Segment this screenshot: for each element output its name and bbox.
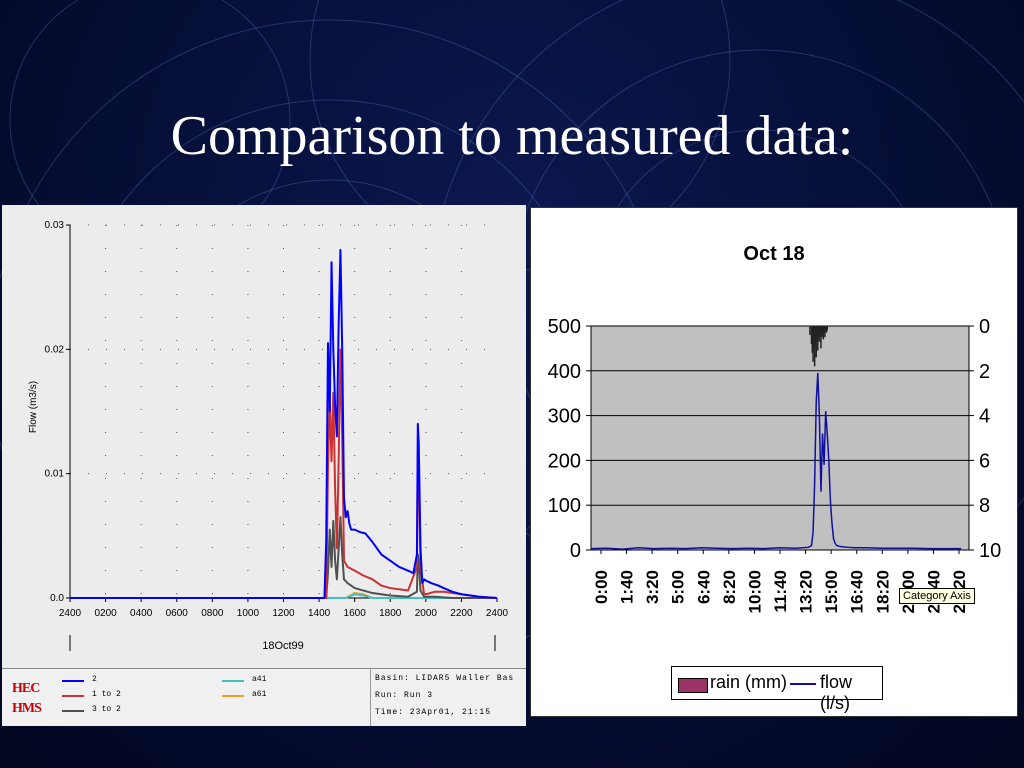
- excel-x-tick-label: 10:00: [745, 570, 764, 613]
- excel-y2-tick-label: 2: [979, 361, 990, 383]
- excel-chart: Oct 18 500 400 300 200 100 0 0 2 4 6 8 10 0:00 1:40 3:…: [548, 243, 1002, 613]
- time-text: Time: 23Apr01, 21:15: [375, 708, 492, 717]
- hec-x-tick-label: 2200: [450, 608, 473, 619]
- excel-chart-panel: Oct 18 500 400 300 200 100 0 0 2 4 6 8 10 0:00 1:40 3:…: [530, 207, 1018, 717]
- hec-x-tick-label: 1200: [272, 608, 295, 619]
- hec-x-tick-label: 1400: [308, 608, 331, 619]
- excel-x-tick-label: 15:00: [822, 570, 841, 613]
- excel-y-tick-label: 500: [548, 316, 581, 338]
- excel-y2-tick-label: 0: [979, 316, 990, 338]
- legend-label-3to2: 3 to 2: [92, 705, 121, 714]
- excel-y2-tick-label: 6: [979, 450, 990, 472]
- hec-hms-chart: 0.03 0.02 0.01 0.0 2400 0200 0400 0600 0800 1000 1…: [28, 220, 509, 652]
- excel-x-tick-label: 18:20: [873, 570, 892, 613]
- hec-x-tick-label: 1800: [379, 608, 402, 619]
- excel-y2-tick-label: 10: [979, 540, 1001, 562]
- hec-x-tick-label: 2400: [59, 608, 82, 619]
- excel-legend: rain (mm) flow (l/s): [671, 666, 883, 713]
- legend-label-a61: a61: [252, 690, 267, 699]
- excel-plot-area: [590, 325, 970, 551]
- run-text: Run: Run 3: [375, 691, 434, 700]
- hec-y-tick-label: 0.0: [50, 593, 64, 604]
- hec-series-1-to-2: [70, 348, 498, 599]
- hec-y-tick-label: 0.01: [45, 469, 65, 480]
- excel-y-tick-label: 200: [548, 450, 581, 472]
- flow-line: [590, 372, 962, 550]
- legend-rain-label: rain (mm): [710, 672, 787, 692]
- legend-label-1to2: 1 to 2: [92, 690, 121, 699]
- excel-x-tick-label: 16:40: [848, 570, 867, 613]
- hec-x-tick-label: 1000: [237, 608, 260, 619]
- excel-y2-tick-label: 8: [979, 495, 990, 517]
- hec-x-tick-label: 2400: [486, 608, 509, 619]
- hec-y-axis-label: Flow (m3/s): [28, 381, 39, 433]
- hec-x-tick-label: 0800: [201, 608, 224, 619]
- excel-x-tick-label: 1:40: [618, 570, 637, 604]
- hec-series-2: [70, 248, 498, 599]
- hec-x-tick-label: 2000: [415, 608, 438, 619]
- hec-y-tick-label: 0.03: [45, 220, 65, 231]
- excel-y2-tick-label: 4: [979, 406, 990, 428]
- hec-x-tick-label: 0200: [94, 608, 117, 619]
- excel-y-tick-label: 100: [548, 495, 581, 517]
- excel-y-tick-label: 0: [570, 540, 581, 562]
- legend-swatch-2: [62, 680, 84, 682]
- slide-title: Comparison to measured data:: [170, 105, 854, 167]
- category-axis-tooltip: Category Axis: [899, 588, 975, 604]
- excel-x-tick-label: 11:40: [771, 570, 790, 613]
- legend-swatch-3to2: [62, 710, 84, 712]
- excel-x-tick-label: 8:20: [720, 570, 739, 604]
- legend-flow-label: flow (l/s): [820, 672, 853, 713]
- excel-chart-title: Oct 18: [743, 243, 804, 265]
- basin-text: Basin: LIDAR5 Waller Bas: [375, 674, 515, 683]
- excel-x-tick-label: 3:20: [643, 570, 662, 604]
- legend-label-2: 2: [92, 675, 97, 684]
- hec-hms-chart-panel: 0.03 0.02 0.01 0.0 2400 0200 0400 0600 0800 1000 1…: [2, 205, 526, 726]
- legend-swatch-a41: [222, 680, 244, 682]
- run-info: Basin: LIDAR5 Waller Bas Run: Run 3 Time…: [370, 669, 527, 726]
- hec-x-tick-label: 0600: [166, 608, 189, 619]
- hec-series-3-to-2: [70, 516, 497, 599]
- excel-x-tick-label: 6:40: [694, 570, 713, 604]
- legend-rain-swatch: [678, 678, 708, 693]
- excel-y-tick-label: 400: [548, 361, 581, 383]
- hec-y-tick-label: 0.02: [45, 344, 65, 355]
- legend-label-a41: a41: [252, 675, 267, 684]
- hec-x-axis-label: 18Oct99: [262, 640, 304, 652]
- excel-x-tick-label: 5:00: [669, 570, 688, 604]
- legend-swatch-a61: [222, 695, 244, 697]
- hec-x-tick-label: 1600: [344, 608, 367, 619]
- excel-x-tick-label: 13:20: [797, 570, 816, 613]
- legend-flow-line: [790, 683, 816, 685]
- hec-hms-logo: HEC HMS: [12, 681, 42, 716]
- excel-x-tick-label: 0:00: [592, 570, 611, 604]
- excel-y-tick-label: 300: [548, 406, 581, 428]
- hec-x-tick-label: 0400: [130, 608, 153, 619]
- hec-legend: HEC HMS 2 1 to 2 3 to 2 a41 a61 Basin: L…: [2, 668, 526, 726]
- legend-swatch-1to2: [62, 695, 84, 697]
